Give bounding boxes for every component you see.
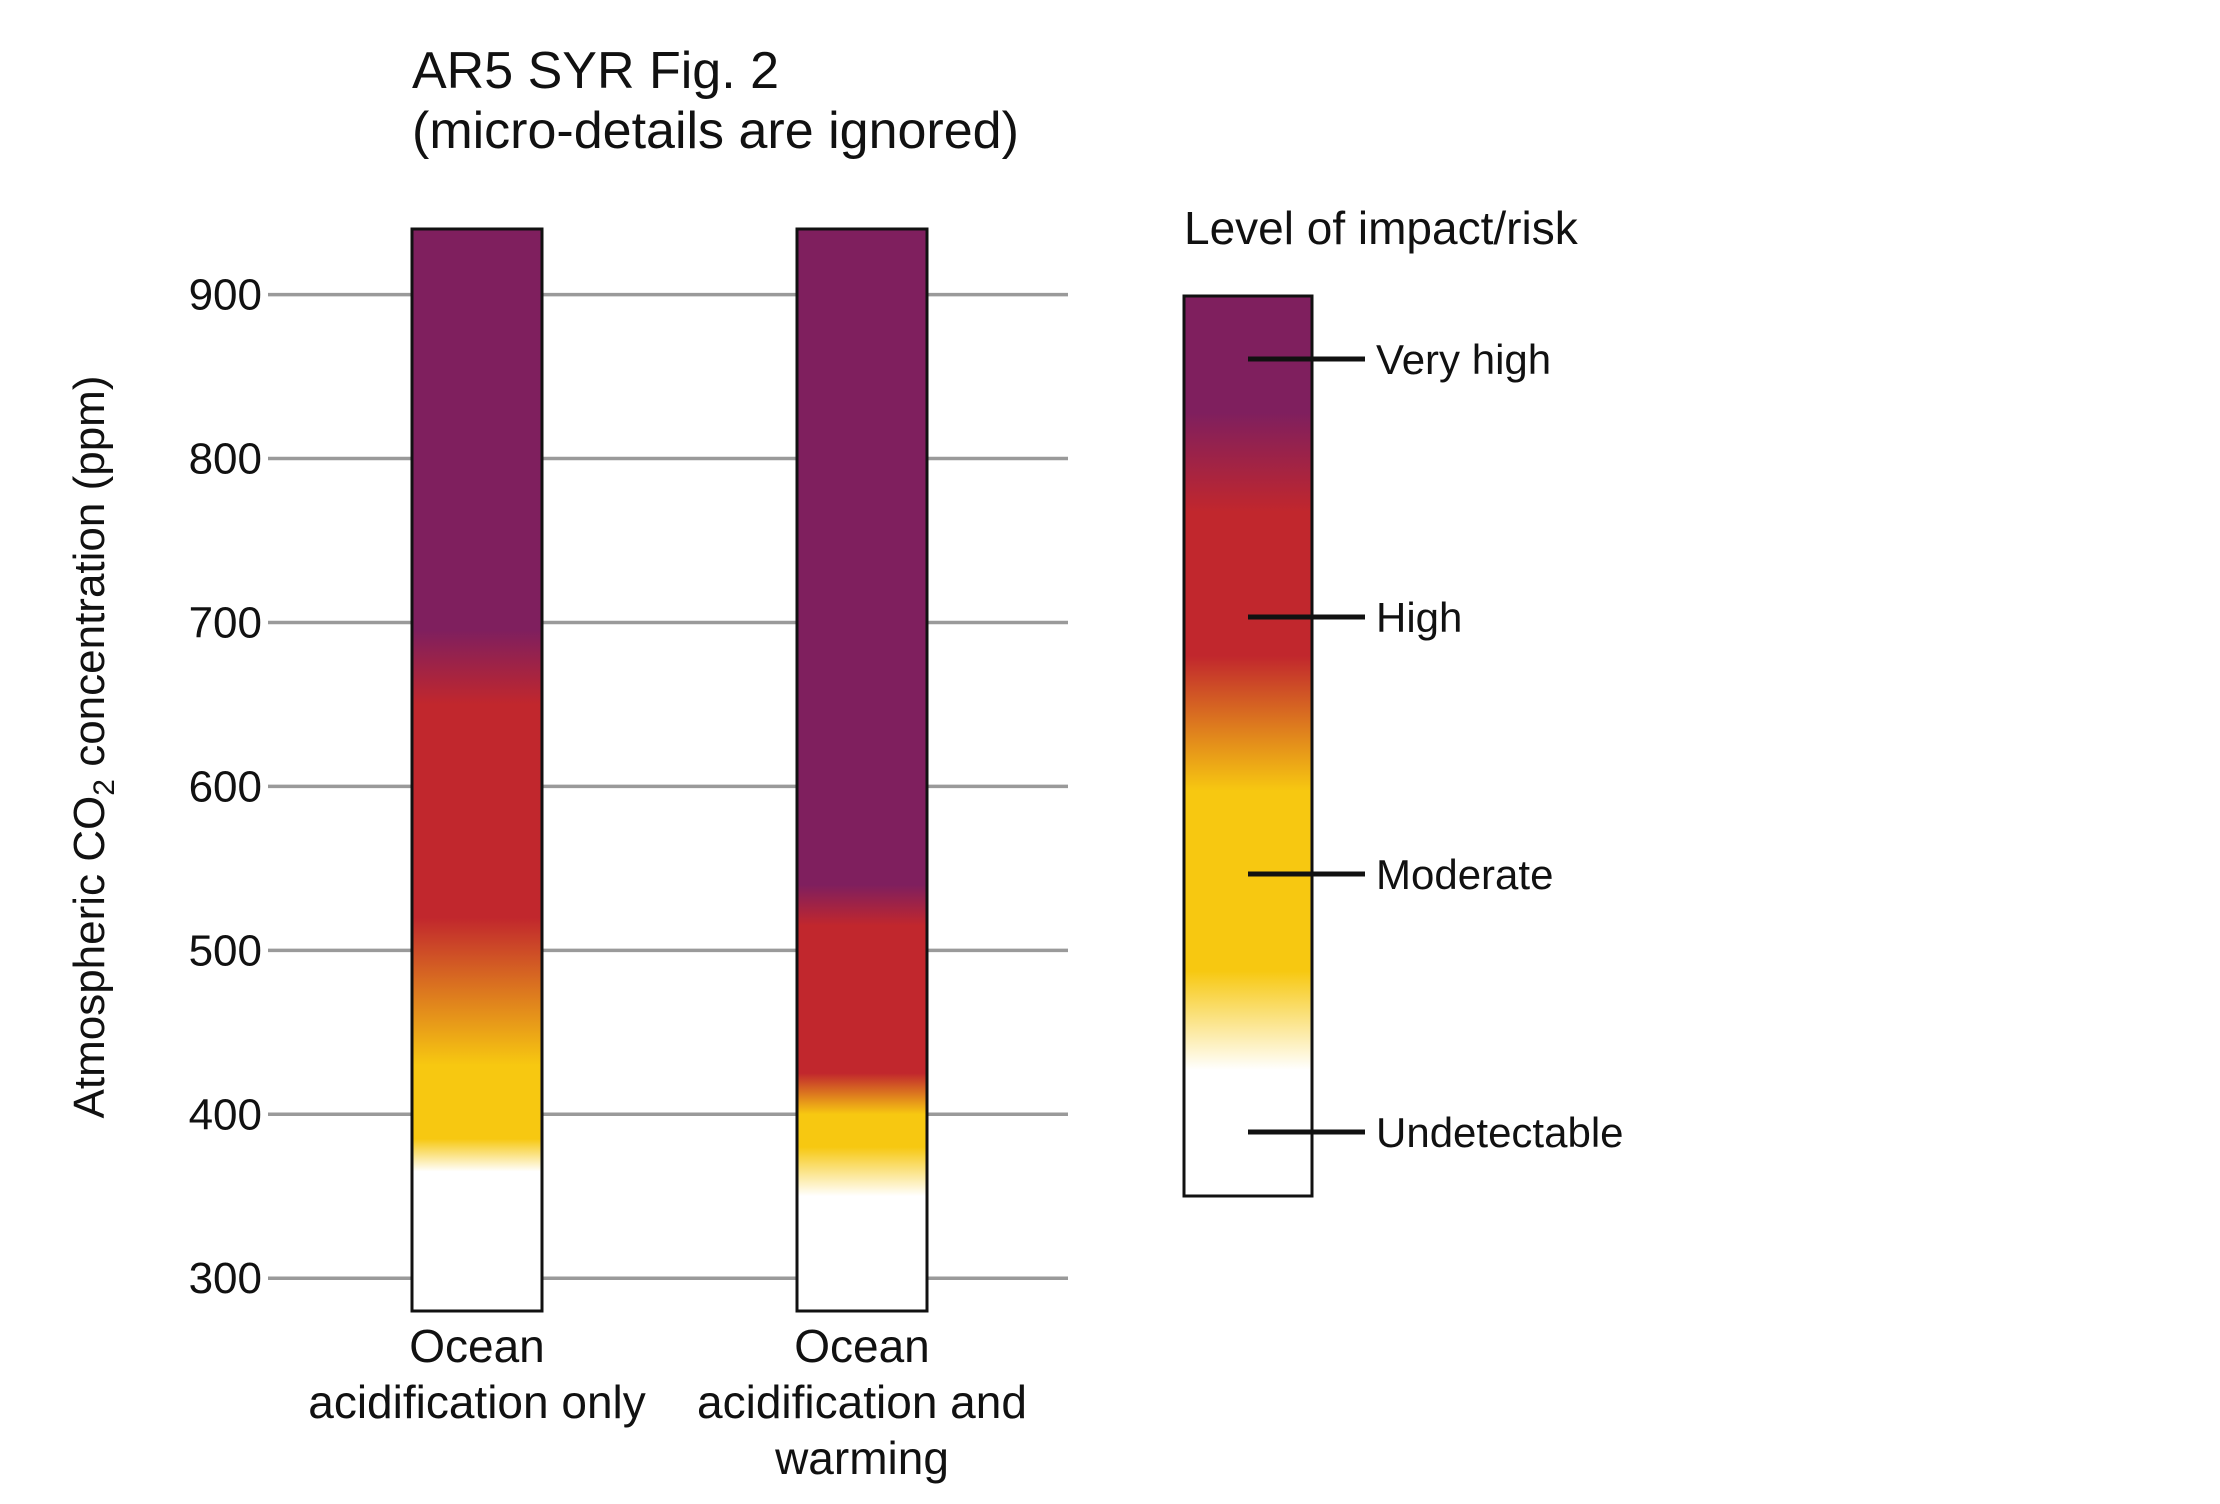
legend-title: Level of impact/risk (1184, 202, 1579, 254)
legend-label: Very high (1376, 336, 1551, 383)
bar-1 (410, 227, 544, 1313)
y-axis-ticks: 300 400 500 600 700 800 900 (189, 271, 262, 1304)
y-tick-label-900: 900 (189, 271, 262, 320)
legend-color-bar (1182, 294, 1314, 1198)
legend-label: High (1376, 594, 1462, 641)
legend: Level of impact/risk Very high High Modera… (1182, 202, 1624, 1198)
category-label-line: Ocean (794, 1320, 930, 1372)
y-tick-label-300: 300 (189, 1254, 262, 1303)
y-axis-label: Atmospheric CO2 concentration (ppm) (65, 376, 121, 1119)
y-tick-label-500: 500 (189, 926, 262, 975)
category-label-line: Ocean (409, 1320, 545, 1372)
grid (268, 292, 1068, 1280)
bars (410, 227, 929, 1313)
category-label-line: acidification only (308, 1376, 646, 1428)
y-tick-label-700: 700 (189, 598, 262, 647)
bar-2 (795, 227, 929, 1313)
y-axis-label-suffix: concentration (ppm) (65, 376, 114, 780)
y-tick-label-800: 800 (189, 435, 262, 484)
y-tick-label-600: 600 (189, 762, 262, 811)
category-label-line: acidification and (697, 1376, 1027, 1428)
chart-subtitle: (micro-details are ignored) (412, 102, 1019, 160)
y-axis-label-prefix: Atmospheric CO (65, 796, 114, 1119)
chart-title: AR5 SYR Fig. 2 (412, 42, 779, 100)
chart-title-block: AR5 SYR Fig. 2 (micro-details are ignore… (412, 42, 1019, 160)
legend-label: Moderate (1376, 851, 1553, 898)
legend-label: Undetectable (1376, 1109, 1624, 1156)
y-tick-label-400: 400 (189, 1090, 262, 1139)
category-label-line: warming (774, 1432, 949, 1484)
y-axis-label-subscript: 2 (88, 779, 121, 796)
